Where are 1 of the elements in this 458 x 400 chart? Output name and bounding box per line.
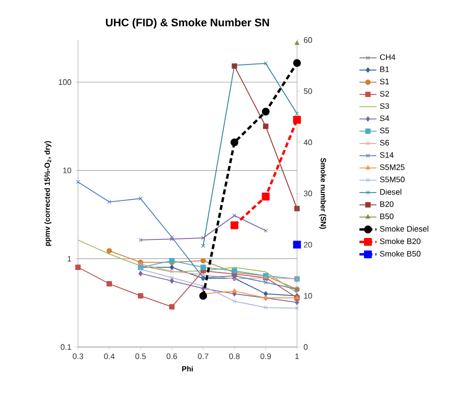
chart-title: UHC (FID) & Smoke Number SN [106, 18, 269, 28]
